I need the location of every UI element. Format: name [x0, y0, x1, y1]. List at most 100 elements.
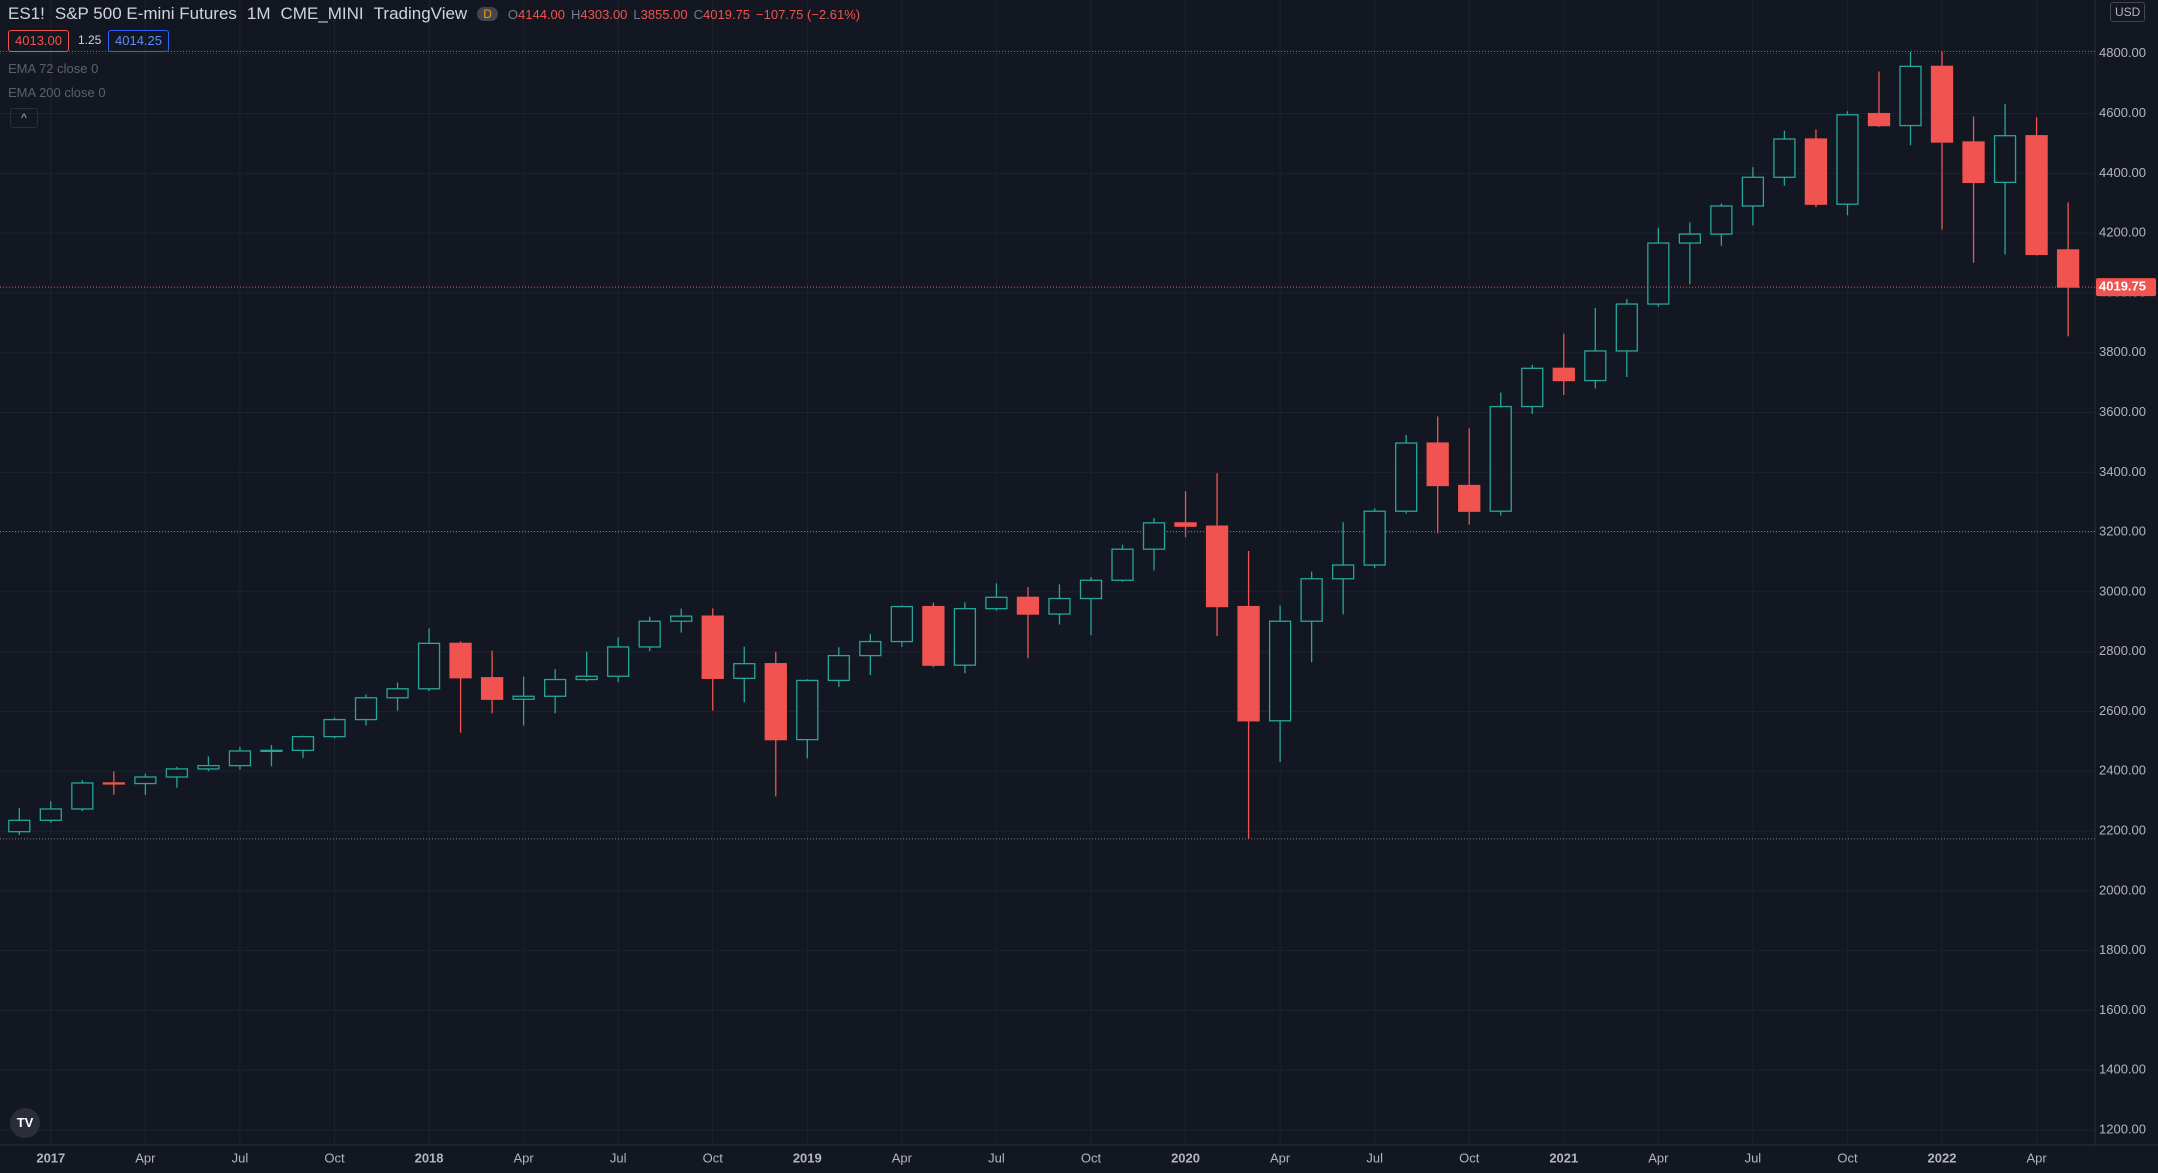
description: S&P 500 E-mini Futures — [54, 4, 237, 23]
x-tick-label: Apr — [1270, 1150, 1291, 1165]
logo[interactable]: TV — [10, 1108, 40, 1138]
price-axis — [2095, 0, 2158, 1173]
candle-body — [701, 615, 724, 679]
candle-body — [1331, 564, 1355, 580]
y-tick-label: 3000.00 — [2099, 583, 2146, 598]
candle-body — [197, 764, 220, 770]
candle-body — [1710, 205, 1733, 235]
candle-body — [102, 782, 126, 785]
interval[interactable]: 1M — [246, 4, 271, 23]
ohlc-label: H — [571, 6, 581, 22]
candle-body — [607, 646, 630, 677]
ohlc-item: H4303.00 — [571, 7, 627, 22]
candle-body — [1615, 303, 1638, 352]
candle-body — [1584, 350, 1607, 382]
y-tick-label: 2600.00 — [2099, 703, 2146, 718]
candle-body — [228, 750, 252, 767]
x-tick-label: Oct — [324, 1150, 345, 1165]
candle-body — [1741, 176, 1765, 207]
candle-body — [354, 697, 378, 721]
ohlc-label: L — [633, 6, 641, 22]
x-tick-label: Jul — [610, 1150, 627, 1165]
change: −107.75 (−2.61%) — [756, 6, 861, 22]
candle-body — [2025, 135, 2048, 256]
indicator[interactable]: EMA 200 close 0 — [8, 85, 106, 100]
candle-body — [134, 776, 157, 785]
y-tick-label: 4600.00 — [2099, 105, 2146, 120]
x-tick-label: 2022 — [1928, 1150, 1957, 1165]
y-tick-label: 2400.00 — [2099, 763, 2146, 778]
candle-body — [449, 642, 472, 679]
ohlc-item: L3855.00 — [633, 7, 687, 22]
x-tick-label: Oct — [1459, 1150, 1480, 1165]
candle-body — [670, 615, 693, 622]
ohlc-value: 4019.75 — [703, 6, 751, 22]
ohlc: O4144.00 H4303.00 L3855.00 C4019.75 −107.75 … — [508, 7, 860, 22]
candle-body — [575, 675, 598, 681]
candle-body — [8, 819, 31, 833]
candle-body — [165, 768, 189, 778]
y-tick-label: 3800.00 — [2099, 344, 2146, 359]
candle-body — [1552, 367, 1575, 382]
candle-body — [417, 642, 441, 690]
ohlc-label: O — [507, 6, 519, 22]
collapse-button[interactable]: ^ — [10, 108, 38, 128]
candle-body — [1804, 138, 1828, 205]
candle-body — [480, 677, 504, 700]
last-price-tag — [2096, 278, 2156, 297]
y-tick-label: 2200.00 — [2099, 823, 2146, 838]
y-tick-label: 1800.00 — [2099, 942, 2146, 957]
candle-body — [1205, 525, 1229, 608]
candle-body — [733, 663, 756, 679]
x-tick-label: Jul — [1366, 1150, 1383, 1165]
candle-body — [512, 695, 535, 700]
candle-body — [1395, 442, 1418, 512]
y-tick-label: 4200.00 — [2099, 225, 2146, 240]
ask[interactable]: 4014.25 — [108, 30, 169, 52]
candle-body — [890, 605, 914, 643]
source: TradingView — [373, 4, 468, 23]
x-tick-label: Jul — [232, 1150, 249, 1165]
y-tick-label: 3400.00 — [2099, 464, 2146, 479]
indicator[interactable]: EMA 72 close 0 — [8, 61, 99, 76]
candle-body — [1930, 65, 1954, 143]
candle-body — [543, 678, 567, 697]
candle-body — [1962, 141, 1985, 184]
candle-body — [1363, 510, 1386, 566]
candle-body — [386, 688, 409, 699]
candle-body — [1237, 605, 1260, 722]
ohlc-item: C4019.75 — [694, 7, 750, 22]
x-tick-label: Oct — [1081, 1150, 1102, 1165]
candle-body — [796, 679, 819, 741]
candle-body — [291, 735, 315, 752]
candle-body — [1993, 135, 2017, 184]
y-tick-label: 4800.00 — [2099, 45, 2146, 60]
candle-body — [1867, 112, 1891, 127]
y-tick-label: 2800.00 — [2099, 643, 2146, 658]
x-tick-label: 2018 — [415, 1150, 444, 1165]
x-tick-label: 2021 — [1549, 1150, 1578, 1165]
candle-body — [1268, 620, 1292, 722]
x-tick-label: Oct — [1837, 1150, 1858, 1165]
candle-body — [1426, 442, 1449, 487]
ohlc-value: 3855.00 — [640, 6, 688, 22]
candle-body — [922, 605, 945, 666]
y-tick-label: 3600.00 — [2099, 404, 2146, 419]
candle-body — [764, 663, 787, 741]
candle-body — [1111, 548, 1134, 581]
ohlc-value: 4303.00 — [580, 6, 628, 22]
candle-body — [1899, 65, 1922, 127]
badge[interactable]: D — [477, 7, 498, 21]
y-tick-label: 4400.00 — [2099, 165, 2146, 180]
candle-body — [1079, 579, 1103, 600]
candle-body — [1773, 138, 1796, 178]
candle-body — [323, 718, 346, 738]
bid[interactable]: 4013.00 — [8, 30, 69, 52]
currency[interactable]: USD — [2110, 2, 2146, 22]
symbol[interactable]: ES1! — [8, 4, 45, 23]
candle-body — [1174, 522, 1197, 527]
candle-body — [1836, 114, 1859, 205]
candle-body — [985, 596, 1008, 610]
y-tick-label: 1400.00 — [2099, 1062, 2146, 1077]
